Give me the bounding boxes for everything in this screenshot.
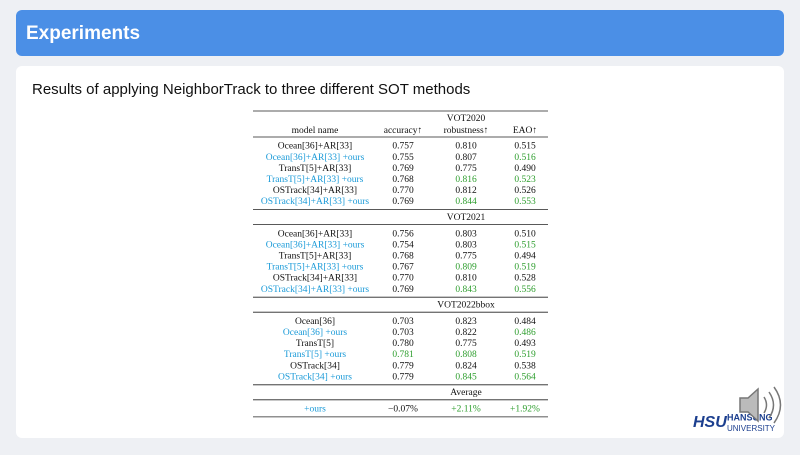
metric-cell: 0.515 [514, 240, 536, 250]
metric-cell: 0.822 [455, 328, 477, 338]
metric-cell: 0.494 [514, 251, 536, 261]
metric-cell: 0.775 [455, 164, 477, 174]
metric-cell: +1.92% [510, 404, 540, 414]
metric-cell: 0.523 [514, 175, 536, 185]
metric-cell: 0.769 [392, 164, 414, 174]
logo-name: HANSUNG [727, 412, 773, 422]
metric-cell: 0.755 [392, 153, 414, 163]
metric-cell: 0.703 [392, 328, 414, 338]
metric-cell: 0.810 [455, 274, 477, 284]
metric-cell: 0.775 [455, 339, 477, 349]
section-title: Average [450, 388, 481, 398]
model-name: +ours [304, 404, 326, 414]
metric-cell: 0.519 [514, 350, 536, 360]
metric-cell: 0.823 [455, 317, 477, 327]
metric-cell: 0.528 [514, 274, 536, 284]
metric-cell: 0.516 [514, 153, 536, 163]
metric-cell: 0.770 [392, 186, 414, 196]
metric-cell: 0.769 [392, 285, 414, 295]
metric-cell: 0.486 [514, 328, 536, 338]
model-name: OSTrack[34]+AR[33] [273, 186, 357, 196]
metric-cell: 0.553 [514, 197, 536, 207]
logo-sub: UNIVERSITY [727, 424, 776, 433]
model-name: TransT[5] +ours [284, 350, 347, 360]
model-name: TransT[5]+AR[33] +ours [267, 263, 364, 273]
metric-cell: 0.493 [514, 339, 536, 349]
model-name: OSTrack[34]+AR[33] +ours [261, 197, 370, 207]
metric-cell: 0.812 [455, 186, 477, 196]
metric-cell: 0.807 [455, 153, 477, 163]
content-card [16, 66, 784, 438]
logo-mark: HSU [693, 414, 727, 431]
metric-cell: 0.484 [514, 317, 536, 327]
metric-cell: −0.07% [388, 404, 418, 414]
metric-cell: 0.808 [455, 350, 477, 360]
metric-cell: 0.779 [392, 361, 414, 371]
header-bar [16, 10, 784, 56]
metric-cell: 0.810 [455, 142, 477, 152]
metric-cell: 0.490 [514, 164, 536, 174]
metric-cell: 0.515 [514, 142, 536, 152]
metric-cell: +2.11% [451, 404, 481, 414]
metric-cell: 0.526 [514, 186, 536, 196]
model-name: OSTrack[34] +ours [278, 372, 352, 382]
model-name: TransT[5]+AR[33] [279, 251, 352, 261]
metric-cell: 0.767 [392, 263, 414, 273]
metric-cell: 0.768 [392, 251, 414, 261]
metric-cell: 0.519 [514, 263, 536, 273]
metric-cell: 0.803 [455, 240, 477, 250]
model-name: TransT[5]+AR[33] [279, 164, 352, 174]
metric-cell: 0.703 [392, 317, 414, 327]
metric-cell: 0.809 [455, 263, 477, 273]
model-name: OSTrack[34]+AR[33] [273, 274, 357, 284]
metric-cell: 0.756 [392, 229, 414, 239]
metric-cell: 0.845 [455, 372, 477, 382]
metric-cell: 0.770 [392, 274, 414, 284]
model-name: Ocean[36]+AR[33] +ours [266, 153, 365, 163]
model-name: Ocean[36]+AR[33] +ours [266, 240, 365, 250]
metric-cell: 0.754 [392, 240, 414, 250]
model-name: TransT[5]+AR[33] +ours [267, 175, 364, 185]
column-header: accuracy↑ [384, 126, 423, 136]
model-name: Ocean[36] [295, 317, 335, 327]
speaker-icon [739, 386, 782, 424]
column-header: model name [292, 126, 339, 136]
metric-cell: 0.768 [392, 175, 414, 185]
subtitle: Results of applying NeighborTrack to thr… [32, 81, 470, 98]
metric-cell: 0.556 [514, 285, 536, 295]
metric-cell: 0.844 [455, 197, 477, 207]
column-header: EAO↑ [513, 126, 537, 136]
metric-cell: 0.769 [392, 197, 414, 207]
metric-cell: 0.803 [455, 229, 477, 239]
metric-cell: 0.564 [514, 372, 536, 382]
section-title: VOT2022bbox [437, 300, 495, 310]
metric-cell: 0.781 [392, 350, 414, 360]
metric-cell: 0.757 [392, 142, 414, 152]
metric-cell: 0.510 [514, 229, 536, 239]
model-name: TransT[5] [296, 339, 334, 349]
metric-cell: 0.779 [392, 372, 414, 382]
model-name: Ocean[36] +ours [283, 328, 347, 338]
model-name: OSTrack[34]+AR[33] +ours [261, 285, 370, 295]
column-header: robustness↑ [444, 126, 489, 136]
metric-cell: 0.816 [455, 175, 477, 185]
header-title: Experiments [26, 23, 140, 44]
model-name: OSTrack[34] [290, 361, 340, 371]
metric-cell: 0.843 [455, 285, 477, 295]
metric-cell: 0.538 [514, 361, 536, 371]
metric-cell: 0.824 [455, 361, 477, 371]
logo: HSU HANSUNG UNIVERSITY [693, 386, 782, 433]
metric-cell: 0.780 [392, 339, 414, 349]
section-title: VOT2021 [447, 213, 486, 223]
model-name: Ocean[36]+AR[33] [278, 229, 352, 239]
metric-cell: 0.775 [455, 251, 477, 261]
model-name: Ocean[36]+AR[33] [278, 142, 352, 152]
section-title: VOT2020 [447, 114, 486, 124]
